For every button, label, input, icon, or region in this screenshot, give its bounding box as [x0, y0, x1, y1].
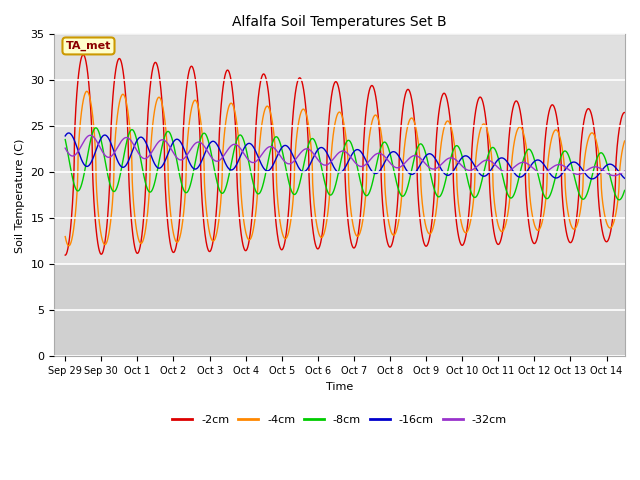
-2cm: [79, 52, 87, 58]
Line: -4cm: -4cm: [65, 91, 625, 246]
-32cm: [86, 132, 94, 138]
Line: -32cm: -32cm: [65, 135, 625, 176]
-32cm: [604, 170, 611, 176]
-32cm: [61, 145, 69, 151]
-16cm: [327, 159, 335, 165]
-8cm: [61, 137, 69, 143]
-8cm: [296, 178, 304, 183]
-16cm: [621, 175, 628, 181]
Line: -8cm: -8cm: [65, 128, 625, 200]
-4cm: [576, 211, 584, 217]
-8cm: [604, 163, 611, 169]
-8cm: [615, 197, 623, 203]
Bar: [54, 264, 625, 356]
Legend: -2cm, -4cm, -8cm, -16cm, -32cm: -2cm, -4cm, -8cm, -16cm, -32cm: [168, 410, 511, 429]
-32cm: [611, 173, 618, 179]
-2cm: [576, 163, 584, 168]
-8cm: [327, 192, 335, 198]
-2cm: [61, 252, 69, 258]
-8cm: [468, 191, 476, 197]
-16cm: [588, 176, 596, 182]
-4cm: [328, 152, 335, 158]
-32cm: [468, 167, 476, 173]
-16cm: [65, 130, 72, 136]
-8cm: [621, 188, 628, 193]
-4cm: [301, 108, 309, 114]
-2cm: [296, 75, 304, 81]
Line: -16cm: -16cm: [65, 133, 625, 179]
-2cm: [604, 238, 611, 244]
-16cm: [301, 168, 308, 174]
-16cm: [61, 133, 69, 139]
-16cm: [468, 158, 476, 164]
-2cm: [621, 109, 628, 115]
-32cm: [621, 168, 628, 174]
-8cm: [92, 125, 100, 131]
-4cm: [61, 234, 69, 240]
-32cm: [327, 159, 335, 165]
X-axis label: Time: Time: [326, 382, 353, 392]
-2cm: [468, 151, 476, 156]
-4cm: [297, 111, 305, 117]
-2cm: [301, 96, 308, 101]
-16cm: [576, 163, 584, 169]
-32cm: [296, 150, 304, 156]
-8cm: [576, 192, 584, 198]
-2cm: [327, 96, 335, 102]
-4cm: [604, 223, 611, 228]
Y-axis label: Soil Temperature (C): Soil Temperature (C): [15, 138, 25, 252]
-4cm: [83, 88, 91, 94]
Line: -2cm: -2cm: [65, 55, 625, 255]
-32cm: [301, 146, 308, 152]
Text: TA_met: TA_met: [66, 41, 111, 51]
Title: Alfalfa Soil Temperatures Set B: Alfalfa Soil Temperatures Set B: [232, 15, 447, 29]
-16cm: [296, 167, 304, 173]
-4cm: [65, 243, 73, 249]
-32cm: [576, 171, 584, 177]
-16cm: [604, 162, 611, 168]
-4cm: [468, 211, 476, 216]
-4cm: [621, 138, 628, 144]
-8cm: [301, 156, 308, 162]
